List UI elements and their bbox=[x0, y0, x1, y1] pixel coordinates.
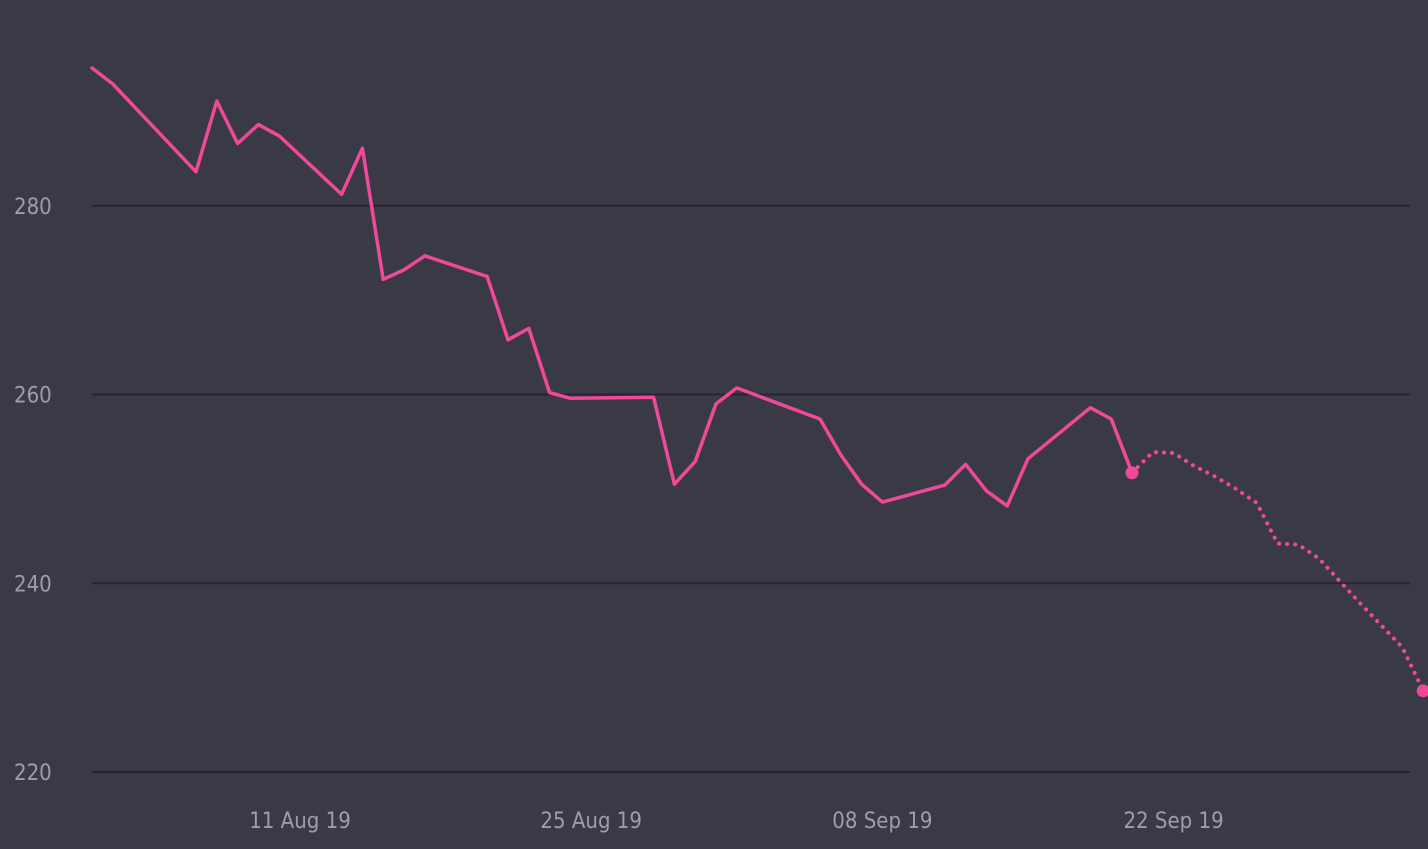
x-tick-label: 22 Sep 19 bbox=[1123, 809, 1223, 834]
end-point-marker bbox=[1125, 466, 1139, 480]
y-tick-label: 280 bbox=[14, 195, 52, 220]
end-point-marker bbox=[1416, 684, 1428, 698]
x-tick-label: 25 Aug 19 bbox=[540, 809, 642, 834]
series-layer bbox=[90, 66, 1426, 693]
price-series-line bbox=[90, 66, 1134, 508]
y-tick-label: 220 bbox=[14, 761, 52, 786]
y-tick-label: 240 bbox=[14, 572, 52, 597]
x-tick-label: 08 Sep 19 bbox=[832, 809, 932, 834]
x-axis-ticks: 11 Aug 19 25 Aug 19 08 Sep 19 22 Sep 19 bbox=[249, 809, 1224, 834]
forecast-series-line bbox=[1130, 450, 1426, 693]
y-axis-ticks: 220 240 260 280 bbox=[14, 195, 52, 786]
y-tick-label: 260 bbox=[14, 384, 52, 409]
grid-lines bbox=[92, 204, 1410, 773]
marker-layer bbox=[1125, 466, 1428, 698]
x-tick-label: 11 Aug 19 bbox=[249, 809, 351, 834]
